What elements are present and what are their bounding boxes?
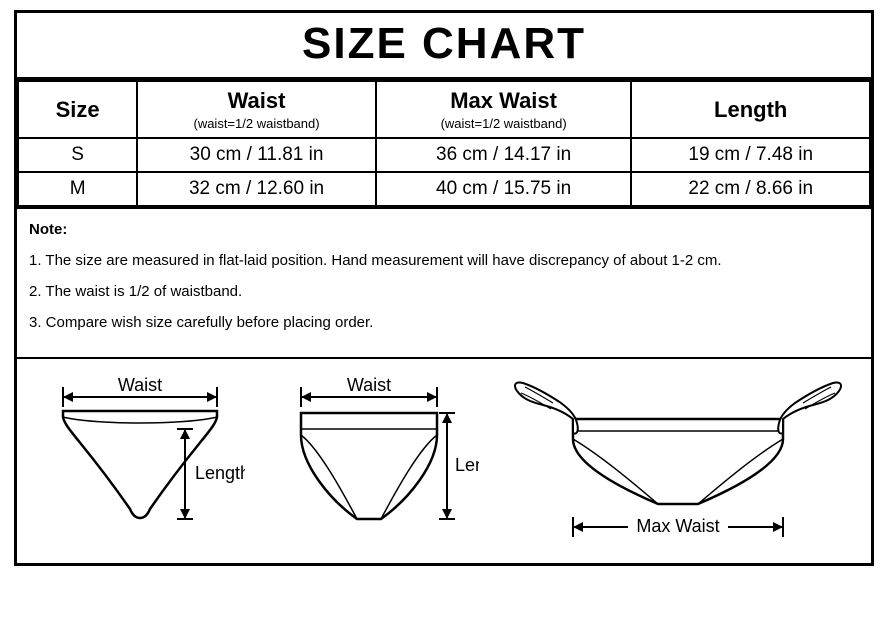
notes-title: Note: bbox=[29, 219, 859, 240]
note-item: 2. The waist is 1/2 of waistband. bbox=[29, 281, 859, 302]
chart-title: SIZE CHART bbox=[302, 19, 586, 68]
note-item: 1. The size are measured in flat-laid po… bbox=[29, 250, 859, 271]
label-length: Length bbox=[455, 455, 479, 475]
diagram-row: Waist Length Waist bbox=[17, 357, 871, 563]
cell-maxwaist: 36 cm / 14.17 in bbox=[376, 138, 632, 172]
table-body: S 30 cm / 11.81 in 36 cm / 14.17 in 19 c… bbox=[18, 138, 870, 206]
cell-waist: 32 cm / 12.60 in bbox=[137, 172, 376, 206]
size-chart: SIZE CHART Size Waist (waist=1/2 waistba… bbox=[14, 10, 874, 566]
table-row: M 32 cm / 12.60 in 40 cm / 15.75 in 22 c… bbox=[18, 172, 870, 206]
cell-length: 22 cm / 8.66 in bbox=[631, 172, 870, 206]
col-header-maxwaist: Max Waist (waist=1/2 waistband) bbox=[376, 81, 632, 138]
col-header-length: Length bbox=[631, 81, 870, 138]
diagram-thong: Waist Length bbox=[35, 369, 245, 549]
cell-maxwaist: 40 cm / 15.75 in bbox=[376, 172, 632, 206]
table-header: Size Waist (waist=1/2 waistband) Max Wai… bbox=[18, 81, 870, 138]
cell-waist: 30 cm / 11.81 in bbox=[137, 138, 376, 172]
diagram-brief: Waist Length bbox=[269, 369, 479, 549]
label-waist: Waist bbox=[347, 375, 391, 395]
col-header-size: Size bbox=[18, 81, 137, 138]
table-row: S 30 cm / 11.81 in 36 cm / 14.17 in 19 c… bbox=[18, 138, 870, 172]
label-maxwaist: Max Waist bbox=[636, 516, 719, 536]
cell-size: M bbox=[18, 172, 137, 206]
note-item: 3. Compare wish size carefully before pl… bbox=[29, 312, 859, 333]
cell-length: 19 cm / 7.48 in bbox=[631, 138, 870, 172]
label-waist: Waist bbox=[118, 375, 162, 395]
title-row: SIZE CHART bbox=[17, 13, 871, 80]
diagram-maxwaist: Max Waist bbox=[503, 369, 853, 549]
col-header-waist: Waist (waist=1/2 waistband) bbox=[137, 81, 376, 138]
label-length: Length bbox=[195, 463, 245, 483]
cell-size: S bbox=[18, 138, 137, 172]
size-table: Size Waist (waist=1/2 waistband) Max Wai… bbox=[17, 80, 871, 207]
notes-section: Note: 1. The size are measured in flat-l… bbox=[17, 207, 871, 357]
